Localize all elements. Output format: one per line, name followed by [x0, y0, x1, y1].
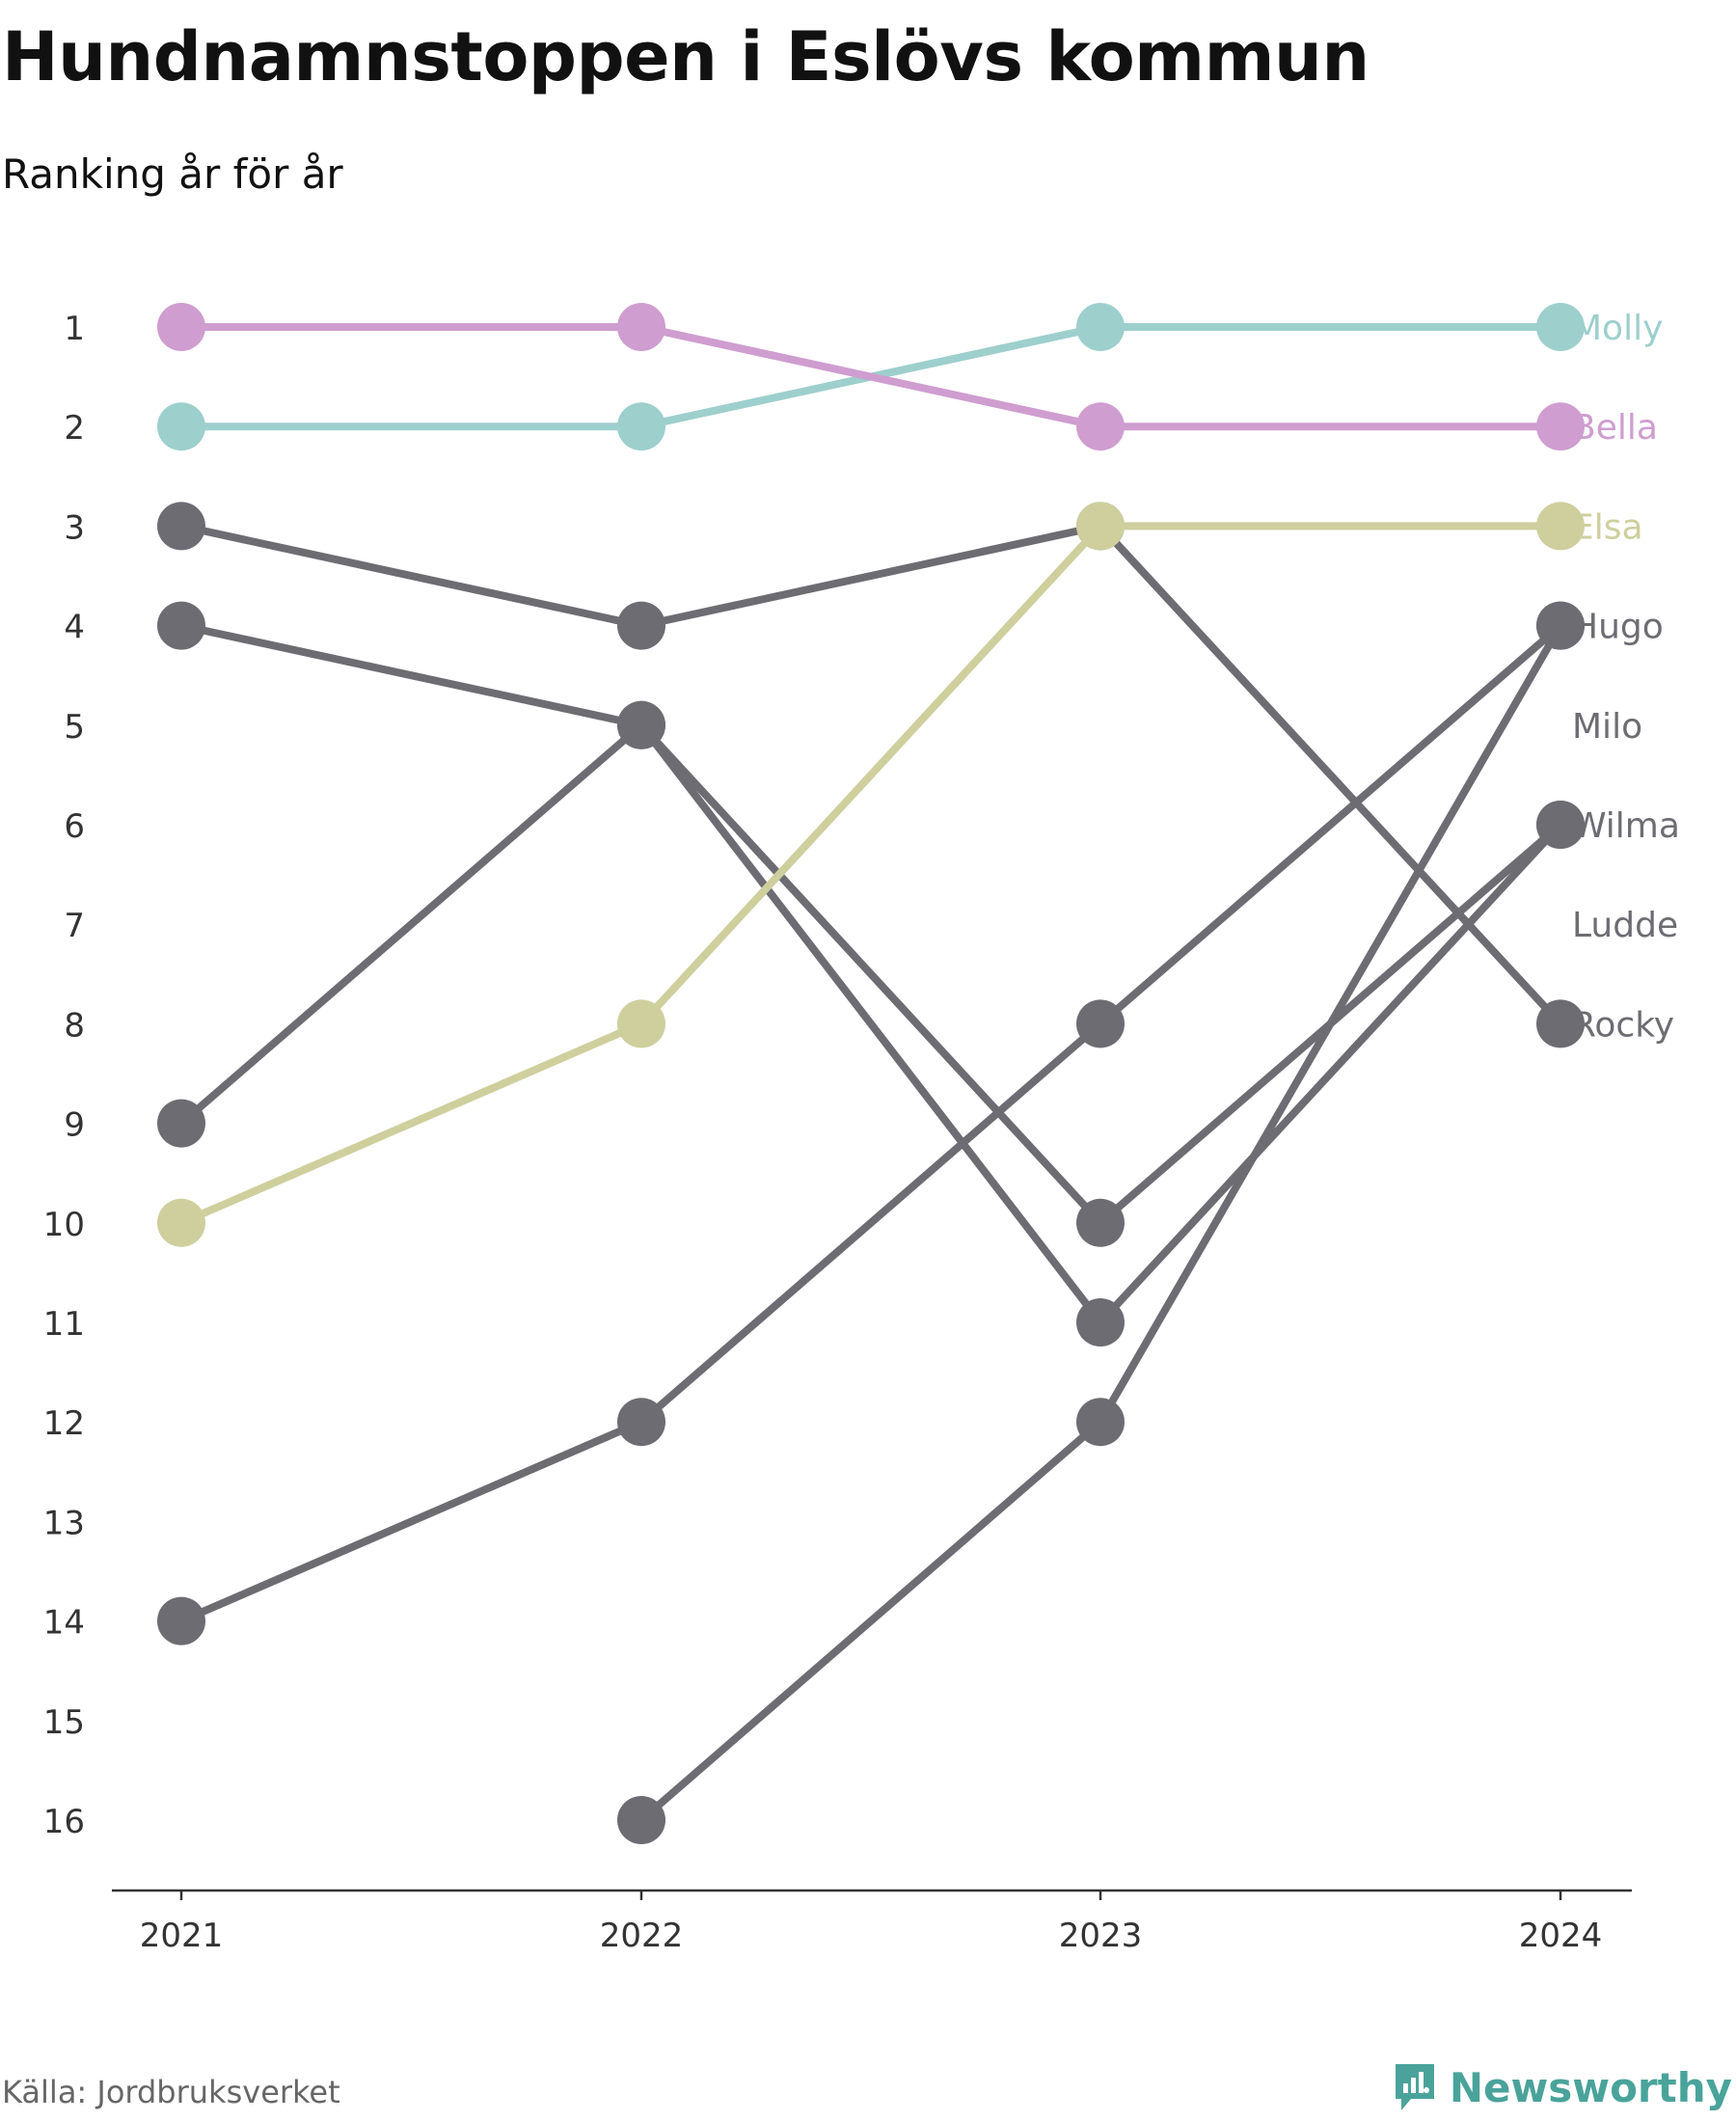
y-tick-label: 5 [64, 708, 85, 747]
data-point [157, 1198, 205, 1247]
newsworthy-logo-icon [1395, 2064, 1434, 2110]
data-point [1536, 801, 1585, 849]
end-label-molly: Molly [1572, 309, 1663, 348]
x-axis: 2021 2022 2023 2024 [112, 1889, 1632, 1955]
data-point [1076, 402, 1125, 451]
x-tick-label: 2024 [1519, 1917, 1603, 1955]
y-tick-label: 1 [64, 310, 85, 348]
brand-name: Newsworthy [1449, 2063, 1732, 2111]
y-tick-label: 16 [43, 1803, 85, 1841]
data-point [617, 303, 665, 351]
end-label-bella: Bella [1572, 408, 1658, 448]
series-line [177, 323, 1564, 431]
chart-subtitle: Ranking år för år [2, 150, 343, 198]
y-tick-label: 2 [64, 409, 85, 448]
data-point [1536, 999, 1585, 1048]
series-line [177, 522, 1564, 1227]
data-point [617, 999, 665, 1048]
end-label-rocky: Rocky [1572, 1005, 1674, 1045]
data-point [617, 1796, 665, 1844]
end-label-wilma: Wilma [1572, 806, 1680, 846]
data-point [1076, 303, 1125, 351]
data-point [617, 601, 665, 650]
end-label-ludde: Ludde [1572, 906, 1678, 945]
data-point [1076, 502, 1125, 551]
y-tick-label: 6 [64, 807, 85, 846]
end-label-elsa: Elsa [1572, 507, 1643, 547]
y-tick-label: 8 [64, 1006, 85, 1045]
series-line [177, 522, 1564, 1028]
series-line [177, 621, 1564, 1326]
series-bella [157, 303, 1585, 451]
y-tick-label: 13 [43, 1504, 85, 1542]
series-elsa [157, 502, 1585, 1247]
chart-title: Hundnamnstoppen i Eslövs kommun [2, 17, 1370, 96]
data-point [1076, 999, 1125, 1048]
data-point [1076, 1298, 1125, 1347]
end-label-milo: Milo [1572, 707, 1642, 747]
y-tick-label: 4 [64, 609, 85, 647]
end-label-hugo: Hugo [1572, 608, 1664, 647]
data-point [157, 1596, 205, 1646]
x-tick-label: 2023 [1059, 1917, 1143, 1955]
series-layer [157, 303, 1585, 1844]
data-point [157, 402, 205, 451]
data-point [157, 1099, 205, 1148]
series-line [177, 721, 1564, 1227]
data-point [617, 700, 665, 749]
y-tick-label: 12 [43, 1404, 85, 1443]
data-point [157, 303, 205, 351]
data-point [1536, 303, 1585, 351]
data-point [157, 601, 205, 650]
data-point [617, 402, 665, 451]
data-point [1536, 601, 1585, 650]
series-milo [617, 601, 1585, 1844]
end-labels: Molly Bella Elsa Hugo Milo Wilma Ludde Rocky [1572, 309, 1680, 1045]
y-tick-label: 11 [43, 1305, 85, 1344]
series-hugo [157, 601, 1585, 1646]
y-tick-label: 10 [43, 1206, 85, 1244]
x-tick-label: 2021 [140, 1917, 224, 1955]
data-point [1536, 402, 1585, 451]
series-line [177, 621, 1564, 1625]
data-point [1076, 1198, 1125, 1247]
y-tick-label: 3 [64, 508, 85, 547]
brand-logo[interactable]: Newsworthy [1392, 2062, 1732, 2112]
data-point [1076, 1398, 1125, 1447]
y-tick-label: 15 [43, 1703, 85, 1742]
data-point [1536, 502, 1585, 551]
x-tick-label: 2022 [600, 1917, 684, 1955]
series-ludde [157, 700, 1585, 1247]
y-tick-label: 14 [43, 1604, 85, 1643]
data-point [157, 502, 205, 551]
y-tick-label: 9 [64, 1106, 85, 1145]
data-point [617, 1398, 665, 1447]
y-tick-label: 7 [64, 907, 85, 945]
source-note: Källa: Jordbruksverket [2, 2074, 340, 2110]
